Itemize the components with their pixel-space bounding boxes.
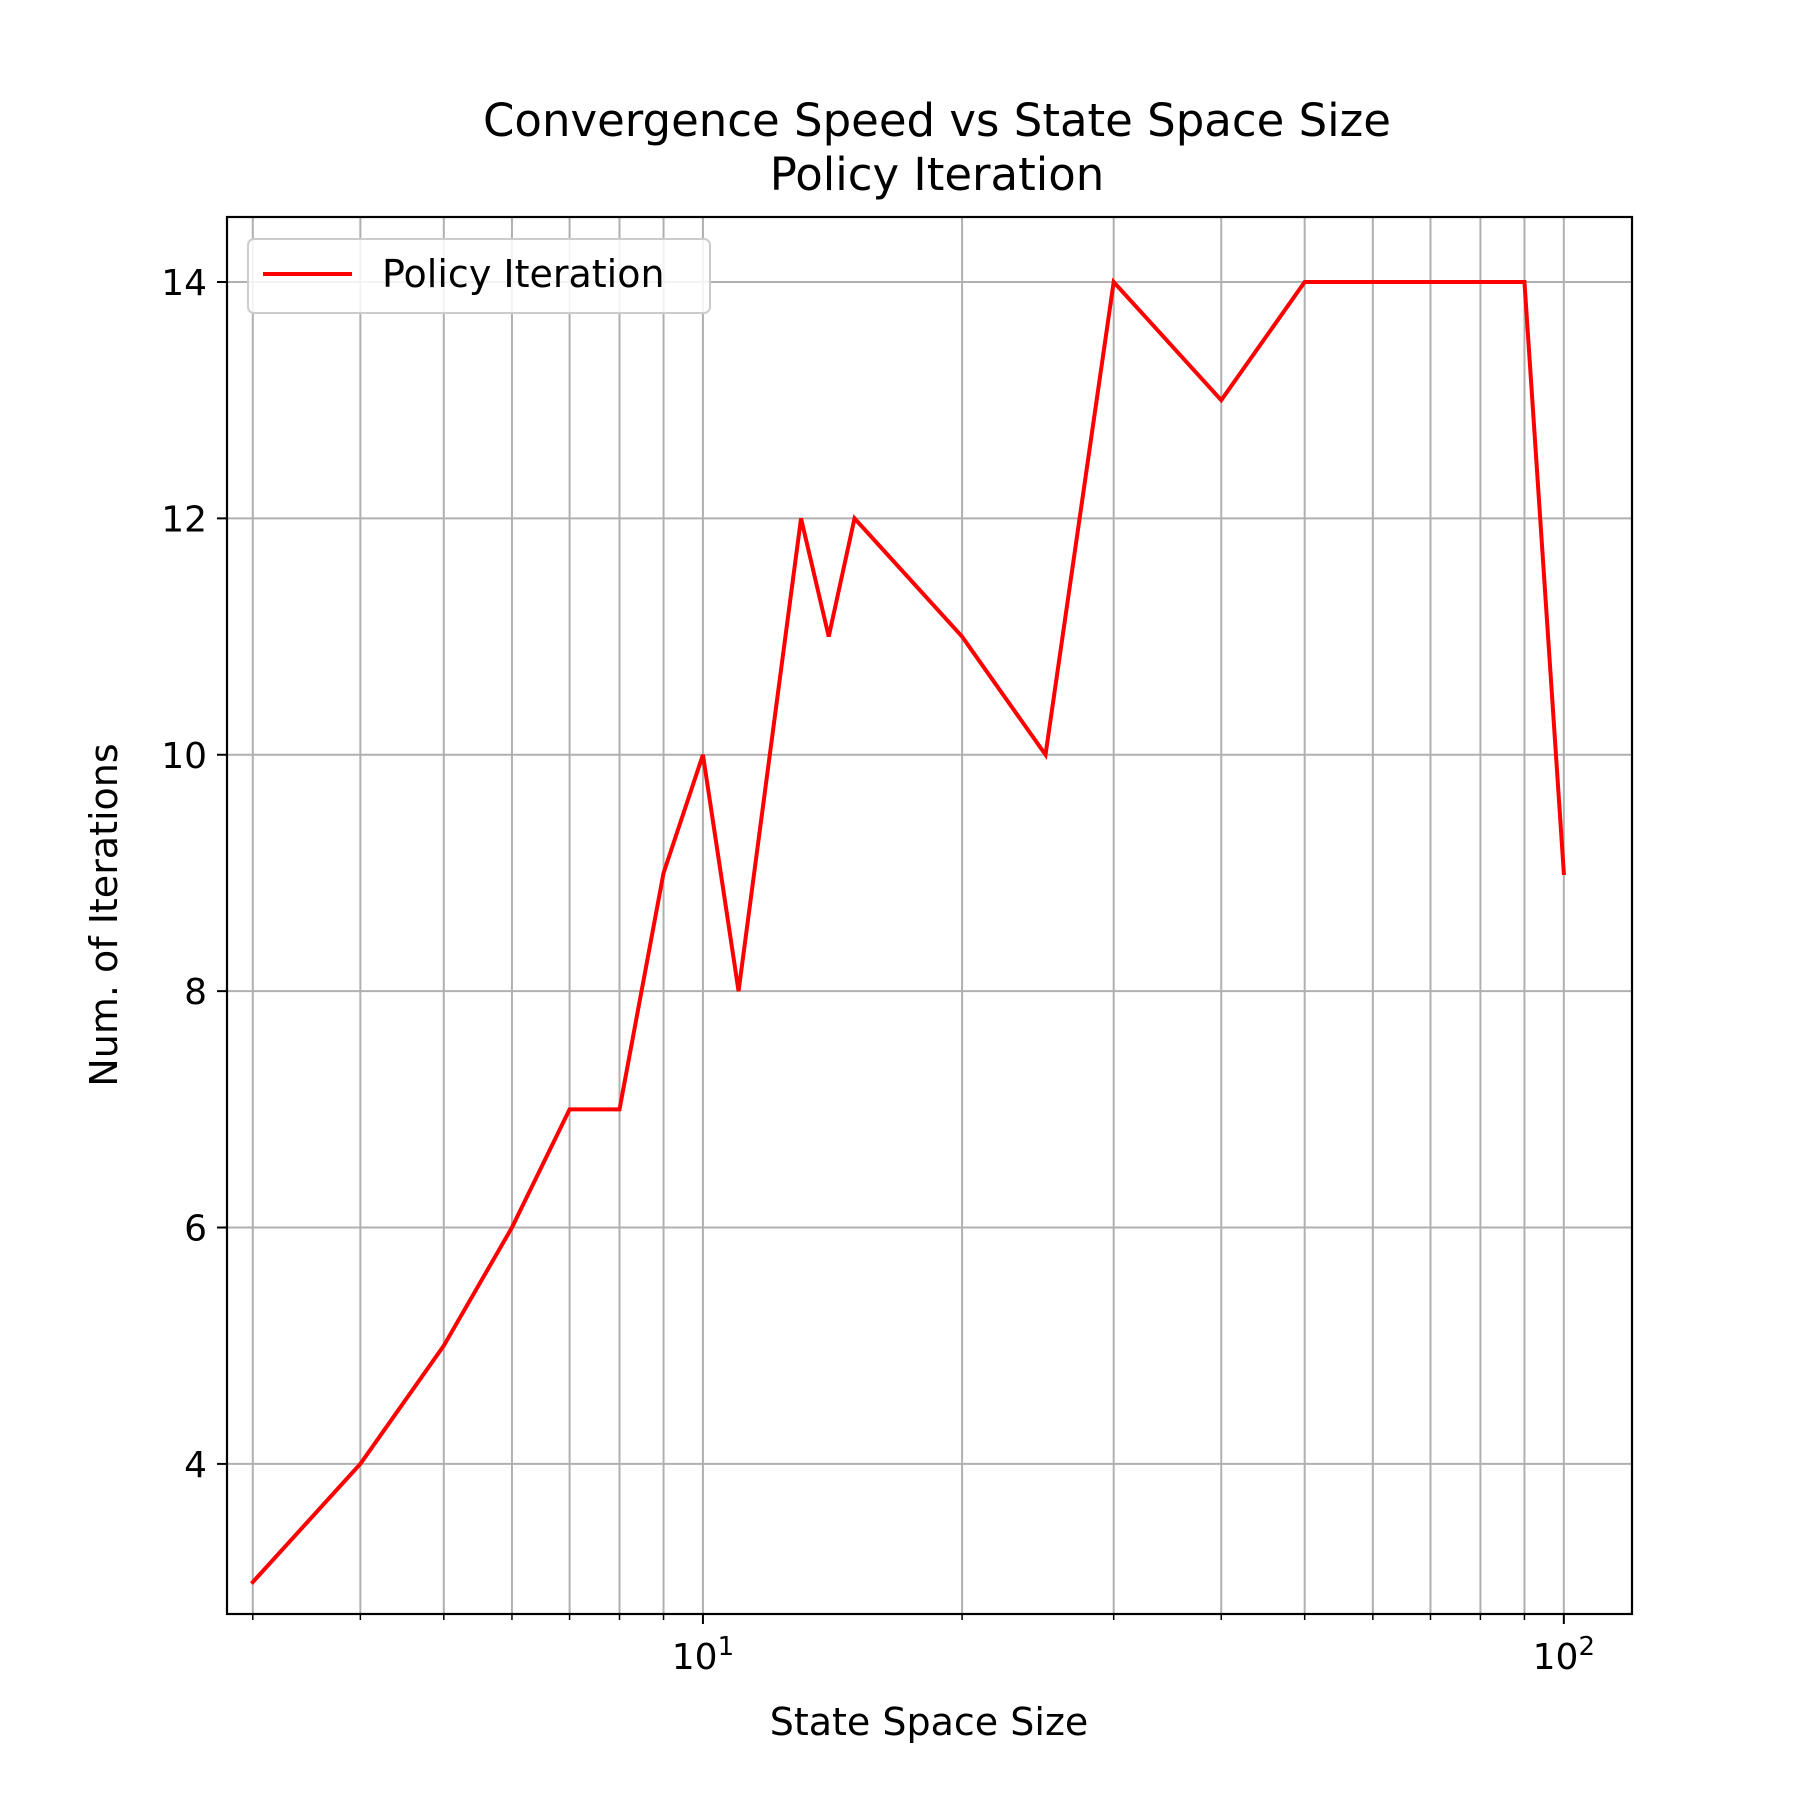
chart-subtitle: Policy Iteration <box>770 148 1105 201</box>
series-line <box>249 277 1566 1585</box>
x-axis-label: State Space Size <box>770 1700 1089 1744</box>
y-tick-label: 8 <box>184 972 207 1013</box>
y-tick-label: 14 <box>161 263 207 304</box>
y-tick-label: 4 <box>184 1445 207 1486</box>
y-tick-label: 12 <box>161 499 207 540</box>
x-tick-label: 102 <box>1533 1632 1595 1678</box>
y-tick-label: 10 <box>161 736 207 777</box>
grid-layer <box>227 217 1632 1614</box>
legend-label: Policy Iteration <box>382 252 665 296</box>
series-layer <box>249 277 1566 1585</box>
y-axis-label: Num. of Iterations <box>82 743 126 1086</box>
legend: Policy Iteration <box>247 238 711 314</box>
legend-box <box>247 238 711 314</box>
x-tick-label: 101 <box>672 1632 734 1678</box>
y-tick-label: 6 <box>184 1209 207 1250</box>
plot-area-frame <box>225 215 1634 1616</box>
tick-layer: 4 6 8 10 12 14 101 102 <box>161 263 1595 1678</box>
chart-title: Convergence Speed vs State Space Size <box>483 94 1391 147</box>
